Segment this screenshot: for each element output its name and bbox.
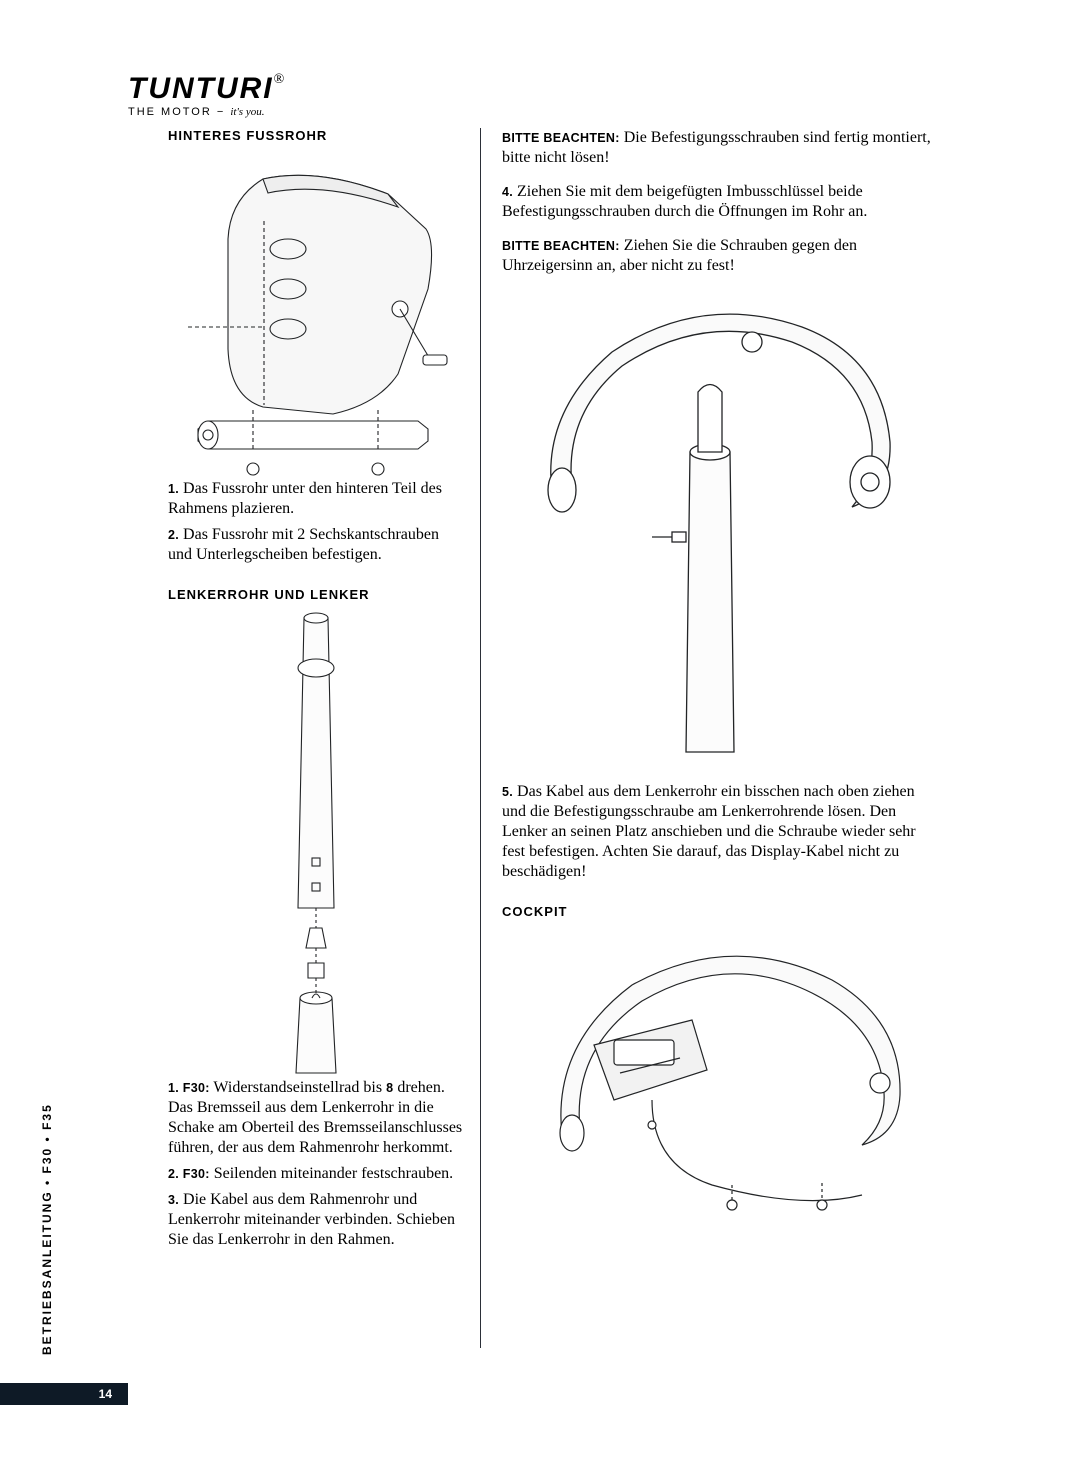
figure-handlebar-tube xyxy=(168,608,464,1078)
heading-hinteres-fussrohr: HINTERES FUSSROHR xyxy=(168,128,464,143)
step-1-text: 1. Das Fussrohr unter den hinteren Teil … xyxy=(168,479,464,519)
logo-tagline: THE MOTOR − it's you. xyxy=(128,106,284,118)
step-4: 4. Ziehen Sie mit dem beigefügten Imbuss… xyxy=(502,182,934,222)
note-2: BITTE BEACHTEN: Ziehen Sie die Schrauben… xyxy=(502,236,934,276)
side-label: BETRIEBSANLEITUNG • F30 • F35 xyxy=(40,1103,54,1355)
page-number: 14 xyxy=(0,1383,128,1405)
step-5: 5. Das Kabel aus dem Lenkerrohr ein biss… xyxy=(502,782,934,882)
page: TUNTURI® THE MOTOR − it's you. HINTERES … xyxy=(0,0,1080,1477)
right-column: BITTE BEACHTEN: Die Befestigungsschraube… xyxy=(502,128,934,1225)
step-f30-1: 1. F30: Widerstandseinstellrad bis 8 dre… xyxy=(168,1078,464,1158)
left-column: HINTERES FUSSROHR xyxy=(168,128,464,1256)
figure-rear-foot-tube xyxy=(168,149,464,479)
heading-cockpit: COCKPIT xyxy=(502,904,934,919)
figure-cockpit xyxy=(502,925,934,1225)
column-divider xyxy=(480,128,481,1348)
note-1: BITTE BEACHTEN: Die Befestigungsschraube… xyxy=(502,128,934,168)
logo-brand: TUNTURI xyxy=(128,72,274,105)
figure-handlebar xyxy=(502,282,934,782)
step-3: 3. Die Kabel aus dem Rahmenrohr und Lenk… xyxy=(168,1190,464,1250)
step-f30-2: 2. F30: Seilenden miteinander festschrau… xyxy=(168,1164,464,1184)
logo-registered: ® xyxy=(274,72,285,87)
brand-logo: TUNTURI® THE MOTOR − it's you. xyxy=(128,72,284,118)
step-2-text: 2. Das Fussrohr mit 2 Sechskantschrauben… xyxy=(168,525,464,565)
heading-lenkerrohr: LENKERROHR UND LENKER xyxy=(168,587,464,602)
